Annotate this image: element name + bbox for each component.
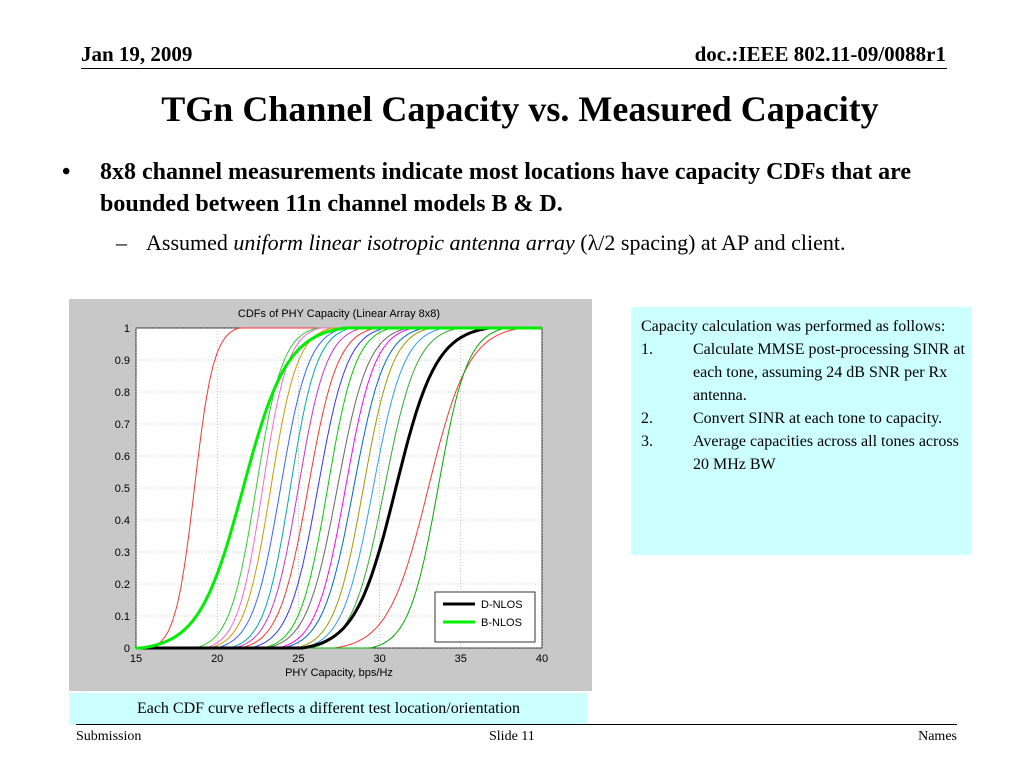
bullet-sub: – Assumed uniform linear isotropic anten…: [116, 228, 916, 258]
note-step-number: 3.: [641, 433, 653, 450]
header-rule: [81, 68, 947, 69]
bullet-main-text: 8x8 channel measurements indicate most l…: [100, 159, 912, 217]
y-tick-label: 0.2: [115, 579, 130, 591]
header-date: Jan 19, 2009: [81, 42, 193, 66]
footer-rule: [76, 724, 957, 725]
y-tick-label: 0.1: [115, 611, 130, 623]
x-tick-label: 25: [292, 653, 304, 665]
y-tick-label: 0.5: [115, 483, 130, 495]
cdf-series-line: [136, 326, 542, 650]
footer-submission: Submission: [76, 729, 142, 744]
note-intro: Capacity calculation was performed as fo…: [641, 318, 946, 335]
x-axis-label: PHY Capacity, bps/Hz: [285, 667, 393, 679]
note-step-number: 2.: [641, 410, 653, 427]
x-tick-label: 15: [130, 653, 142, 665]
chart-svg: CDFs of PHY Capacity (Linear Array 8x8) 1…: [115, 308, 548, 679]
note-step: 3. Average capacities across all tones ac…: [641, 430, 966, 476]
note-step-text: Average capacities across all tones acro…: [693, 433, 959, 473]
bullet-sub-tail: (λ/2 spacing) at AP and client.: [574, 230, 846, 255]
x-tick-label: 20: [211, 653, 223, 665]
chart-caption: Each CDF curve reflects a different test…: [69, 693, 588, 725]
bullet-main: • 8x8 channel measurements indicate most…: [62, 156, 922, 220]
bullet-marker: •: [62, 159, 71, 185]
header-doc-id: doc.:IEEE 802.11-09/0088r1: [694, 42, 946, 66]
x-tick-label: 35: [455, 653, 467, 665]
note-step: 1. Calculate MMSE post-processing SINR at…: [641, 338, 966, 407]
footer-names: Names: [918, 729, 957, 744]
y-tick-label: 0.7: [115, 419, 130, 431]
cdf-series-line: [136, 326, 542, 650]
y-tick-label: 0.6: [115, 451, 130, 463]
y-tick-label: 1: [124, 323, 130, 335]
slide-title: TGn Channel Capacity vs. Measured Capaci…: [161, 89, 879, 129]
note-step-number: 1.: [641, 341, 653, 358]
sub-bullet-marker: –: [116, 230, 127, 255]
footer-slide-number: Slide 11: [489, 729, 535, 744]
capacity-cdf-chart: CDFs of PHY Capacity (Linear Array 8x8) 1…: [69, 299, 592, 691]
note-steps: 1. Calculate MMSE post-processing SINR at…: [641, 338, 966, 476]
note-step: 2. Convert SINR at each tone to capacity.: [641, 407, 966, 430]
y-tick-label: 0.8: [115, 387, 130, 399]
bullet-sub-italic: uniform linear isotropic antenna array: [233, 230, 575, 255]
legend-label: D-NLOS: [481, 599, 523, 611]
note-step-text: Calculate MMSE post-processing SINR at e…: [693, 341, 965, 404]
y-tick-label: 0.3: [115, 547, 130, 559]
y-tick-label: 0: [124, 643, 130, 655]
legend-box: [434, 591, 536, 643]
bullet-sub-lead: Assumed: [146, 230, 234, 255]
capacity-method-note: Capacity calculation was performed as fo…: [631, 307, 972, 555]
bullet-sub-text: Assumed uniform linear isotropic antenna…: [146, 228, 916, 258]
x-tick-label: 30: [373, 653, 385, 665]
y-tick-label: 0.9: [115, 355, 130, 367]
chart-title: CDFs of PHY Capacity (Linear Array 8x8): [238, 308, 440, 320]
x-tick-label: 40: [536, 653, 548, 665]
note-step-text: Convert SINR at each tone to capacity.: [693, 410, 943, 427]
y-tick-label: 0.4: [115, 515, 130, 527]
legend-label: B-NLOS: [481, 617, 522, 629]
